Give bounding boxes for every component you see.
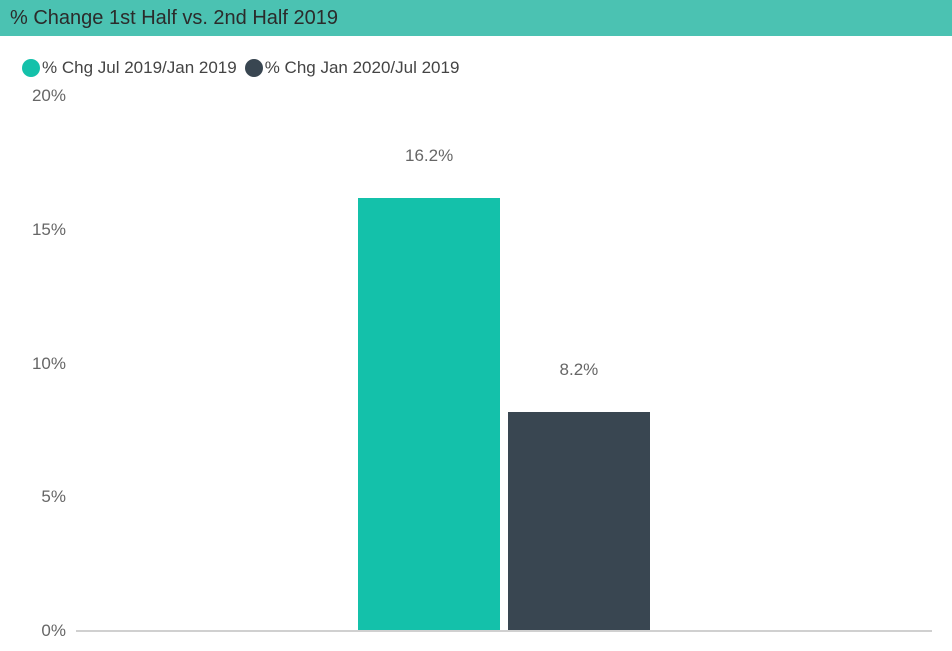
legend-swatch-1 [245, 59, 263, 77]
y-tick-label-0: 0% [20, 621, 76, 641]
chart-container: % Change 1st Half vs. 2nd Half 2019 % Ch… [0, 0, 952, 651]
legend-item-1: % Chg Jan 2020/Jul 2019 [245, 58, 460, 78]
y-tick-label-1: 5% [20, 487, 76, 507]
x-axis-line [76, 630, 932, 632]
bar-1 [508, 412, 649, 631]
y-tick-label-3: 15% [20, 220, 76, 240]
plot-area: 0% 5% 10% 15% 20% 16.2% 8.2% [0, 78, 952, 651]
bar-label-1: 8.2% [560, 360, 599, 386]
y-tick-label-2: 10% [20, 354, 76, 374]
y-tick-label-4: 20% [20, 86, 76, 106]
legend-swatch-0 [22, 59, 40, 77]
chart-legend: % Chg Jul 2019/Jan 2019 % Chg Jan 2020/Ju… [0, 36, 952, 78]
bar-label-0: 16.2% [405, 146, 453, 172]
bar-0 [358, 198, 499, 631]
legend-label-1: % Chg Jan 2020/Jul 2019 [265, 58, 460, 78]
chart-title: % Change 1st Half vs. 2nd Half 2019 [0, 0, 952, 36]
legend-item-0: % Chg Jul 2019/Jan 2019 [22, 58, 237, 78]
legend-label-0: % Chg Jul 2019/Jan 2019 [42, 58, 237, 78]
